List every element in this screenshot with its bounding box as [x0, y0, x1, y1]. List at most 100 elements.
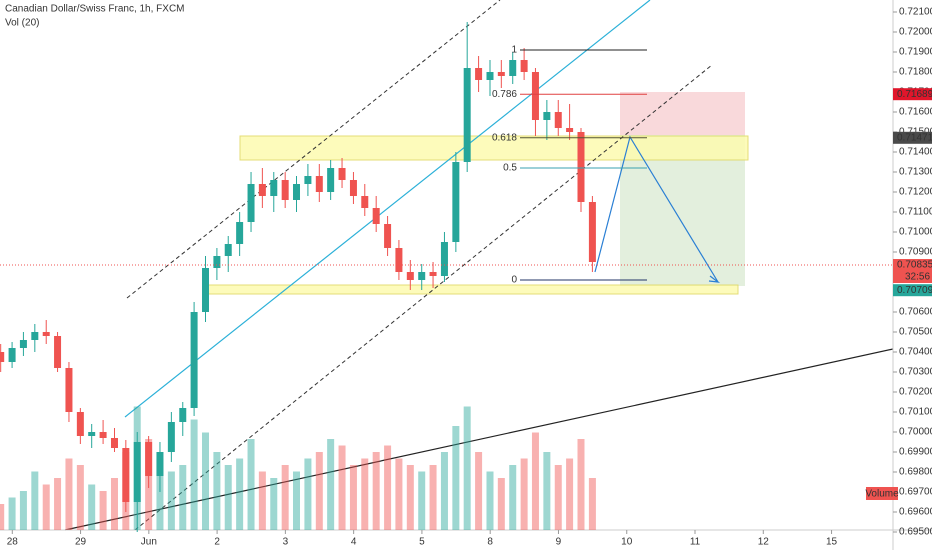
candle-body: [566, 128, 574, 132]
candle-body: [281, 180, 289, 200]
y-tick-label: 0.69900: [899, 447, 932, 458]
fib-label: 0: [511, 275, 517, 286]
volume-bar: [440, 452, 448, 530]
candle-body: [554, 112, 562, 128]
volume-bar: [179, 465, 187, 530]
candle-body: [156, 452, 164, 476]
y-tick-label: 0.70500: [899, 327, 932, 338]
y-tick-label: 0.71200: [899, 187, 932, 198]
y-tick-label: 0.72000: [899, 27, 932, 38]
y-tick-label: 0.71900: [899, 47, 932, 58]
volume-bar: [588, 478, 596, 530]
volume-bar: [0, 504, 5, 530]
price-label-box: [893, 259, 932, 271]
y-tick-label: 0.70000: [899, 427, 932, 438]
channel-mid: [124, 0, 651, 418]
y-tick-label: 0.69800: [899, 467, 932, 478]
support-zone: [206, 284, 739, 295]
countdown: 32:56: [905, 272, 930, 283]
x-tick-label: 4: [351, 537, 357, 548]
volume-bar: [486, 471, 494, 530]
x-tick-label: 10: [621, 537, 633, 548]
channel-upper: [126, 0, 501, 299]
x-tick-label: 28: [7, 537, 19, 548]
fib-label: 0.786: [492, 89, 517, 100]
fib-label: 1: [511, 45, 517, 56]
chart-title: Canadian Dollar/Swiss Franc, 1h, FXCM: [5, 4, 185, 15]
candle-body: [315, 176, 323, 192]
volume-bar: [110, 478, 118, 530]
volume-label: Volume: [865, 489, 899, 500]
volume-bar: [463, 406, 471, 530]
candle-body: [543, 112, 551, 120]
arrow-head: [708, 275, 721, 283]
volume-bar: [19, 491, 27, 530]
candle-body: [497, 72, 505, 76]
y-tick-label: 0.70100: [899, 407, 932, 418]
candle-body: [110, 438, 118, 448]
volume-bar: [418, 471, 426, 530]
x-tick-label: 15: [826, 537, 838, 548]
y-tick-label: 0.70900: [899, 247, 932, 258]
y-tick-label: 0.71300: [899, 167, 932, 178]
fib-label: 0.618: [492, 132, 517, 143]
volume-bar: [497, 478, 505, 530]
candle-body: [486, 72, 494, 80]
volume-bar: [281, 465, 289, 530]
y-tick-label: 0.71100: [899, 207, 932, 218]
volume-bar: [509, 465, 517, 530]
volume-bar: [577, 439, 585, 530]
y-tick-label: 0.71800: [899, 67, 932, 78]
y-tick-label: 0.69500: [899, 527, 932, 538]
x-tick-label: 3: [283, 537, 289, 548]
candle-body: [452, 162, 460, 242]
candle-body: [440, 242, 448, 276]
x-tick-label: Jun: [141, 537, 157, 548]
candle-body: [190, 312, 198, 408]
stop-zone: [620, 92, 745, 135]
volume-bar: [452, 426, 460, 530]
y-tick-label: 0.71400: [899, 147, 932, 158]
volume-bar: [349, 465, 357, 530]
candle-body: [145, 442, 153, 476]
y-tick-label: 0.72100: [899, 7, 932, 18]
volume-bar: [338, 445, 346, 530]
volume-bar: [554, 465, 562, 530]
candle-body: [577, 132, 585, 202]
candle-body: [327, 168, 335, 192]
volume-bar: [213, 452, 221, 530]
volume-bar: [224, 465, 232, 530]
candle-body: [99, 432, 107, 438]
price-label: 0.70709: [897, 285, 932, 296]
volume-bar: [201, 432, 209, 530]
volume-bar: [429, 465, 437, 530]
x-tick-label: 29: [75, 537, 87, 548]
volume-bar: [395, 458, 403, 530]
projection-arrow: [594, 135, 719, 283]
candle-body: [247, 184, 255, 222]
price-label-box: [893, 284, 932, 297]
x-tick-label: 11: [690, 537, 701, 548]
candle-body: [304, 176, 312, 184]
price-label: 0.70835: [897, 260, 932, 271]
volume-bar: [42, 484, 50, 530]
candle-body: [133, 442, 141, 502]
volume-bar: [566, 458, 574, 530]
candle-body: [509, 60, 517, 76]
candle-body: [270, 180, 278, 196]
volume-bar: [304, 458, 312, 530]
volume-label-box: [866, 487, 898, 500]
candle-body: [224, 244, 232, 256]
countdown-box: [893, 271, 932, 283]
candle-body: [236, 222, 244, 244]
candle-body: [76, 412, 84, 436]
y-tick-label: 0.69700: [899, 487, 932, 498]
trend-line: [64, 348, 894, 531]
volume-bar: [54, 478, 62, 530]
fib-label: 0.5: [503, 163, 517, 174]
volume-bar: [99, 491, 107, 530]
volume-bar: [520, 458, 528, 530]
candle-body: [179, 408, 187, 422]
volume-bar: [372, 452, 380, 530]
volume-bar: [156, 458, 164, 530]
